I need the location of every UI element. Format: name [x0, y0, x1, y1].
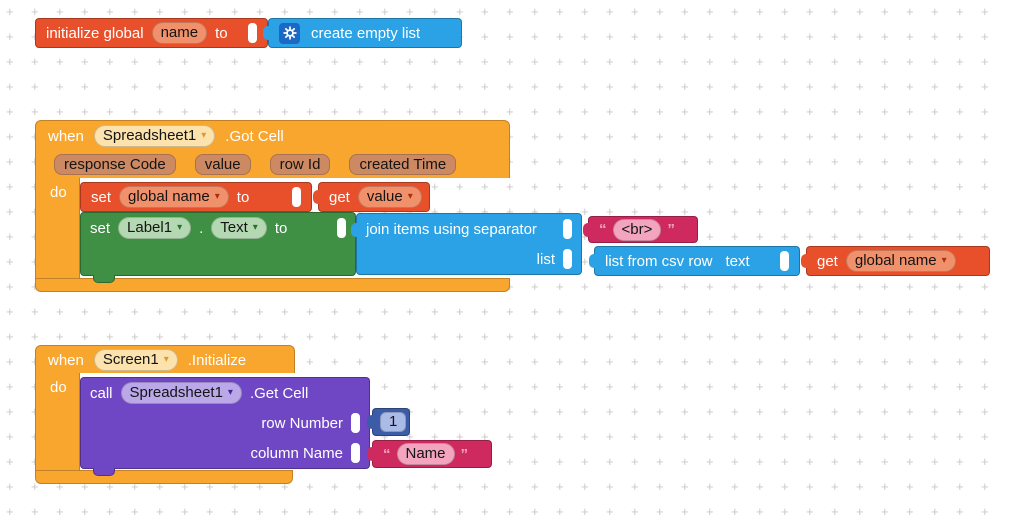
close-quote-label: ” — [460, 445, 469, 463]
when-initialize-block[interactable]: when Screen1 ▾ .Initialize — [35, 345, 295, 373]
column-name-arg-label: column Name — [250, 444, 343, 462]
variable-dropdown[interactable]: value ▾ — [357, 186, 422, 208]
dropdown-arrow-icon: ▾ — [177, 222, 183, 233]
get-value-block[interactable]: get value ▾ — [313, 182, 430, 212]
set-label: set — [91, 188, 112, 206]
statement-tab — [93, 468, 115, 476]
variable-name-field[interactable]: name — [151, 22, 208, 44]
value-socket — [337, 218, 346, 238]
list-from-csv-row-block[interactable]: list from csv row text — [589, 246, 800, 276]
when-label: when — [48, 127, 84, 145]
dropdown-arrow-icon: ▾ — [252, 222, 258, 233]
value-socket — [563, 249, 572, 269]
to-label: to — [215, 24, 228, 42]
when-initialize-bottom-bar[interactable] — [35, 470, 293, 484]
when-got-cell-bottom-bar[interactable] — [35, 278, 510, 292]
value-socket — [248, 23, 257, 43]
when-label: when — [48, 351, 84, 369]
text-input-field[interactable]: <br> — [612, 218, 662, 241]
dropdown-arrow-icon: ▾ — [163, 354, 169, 365]
close-quote-label: ” — [667, 221, 675, 238]
open-quote-label: “ — [599, 221, 607, 238]
get-label: get — [817, 252, 838, 270]
dropdown-arrow-icon: ▾ — [201, 130, 207, 141]
string-block-column-name[interactable]: “ Name ” — [367, 440, 492, 468]
call-label: call — [90, 384, 113, 402]
do-label: do — [50, 379, 67, 396]
when-initialize-do-column[interactable]: do — [35, 373, 80, 470]
event-name-label: .Got Cell — [225, 127, 284, 145]
to-label: to — [274, 219, 288, 237]
mutator-gear-icon[interactable] — [279, 22, 300, 44]
create-empty-list-label: create empty list — [311, 24, 421, 42]
event-param-chip[interactable]: row Id — [269, 153, 331, 175]
to-label: to — [236, 188, 250, 206]
set-global-name-block[interactable]: set global name ▾ to — [80, 182, 312, 212]
component-dropdown[interactable]: Screen1 ▾ — [93, 349, 178, 371]
create-empty-list-block[interactable]: create empty list — [263, 18, 462, 48]
initialize-global-block[interactable]: initialize global name to — [35, 18, 268, 48]
text-input-field[interactable]: Name — [396, 443, 455, 465]
event-param-chip[interactable]: value — [194, 153, 251, 175]
list-arg-label: list — [536, 250, 555, 268]
row-number-arg-label: row Number — [261, 414, 343, 432]
number-block[interactable]: 1 — [367, 408, 410, 436]
open-quote-label: “ — [383, 445, 391, 463]
do-label: do — [50, 184, 67, 201]
get-global-name-block[interactable]: get global name ▾ — [801, 246, 990, 276]
event-name-label: .Initialize — [187, 351, 247, 369]
variable-dropdown[interactable]: global name ▾ — [845, 250, 956, 272]
when-got-cell-block[interactable]: when Spreadsheet1 ▾ .Got Cell response C… — [35, 120, 510, 178]
join-items-block[interactable]: join items using separator list — [351, 213, 582, 275]
join-items-label: join items using separator — [366, 220, 537, 238]
value-socket — [292, 187, 301, 207]
value-socket — [563, 219, 572, 239]
dropdown-arrow-icon: ▾ — [214, 191, 220, 202]
dropdown-arrow-icon: ▾ — [227, 387, 233, 398]
text-arg-label: text — [725, 252, 750, 270]
set-label-text-block[interactable]: set Label1 ▾ . Text ▾ to — [80, 212, 356, 283]
string-block-separator[interactable]: “ <br> ” — [583, 216, 698, 243]
number-input-field[interactable]: 1 — [380, 412, 407, 432]
initialize-global-label: initialize global — [46, 24, 144, 42]
value-socket — [351, 443, 360, 463]
set-label: set — [90, 219, 111, 237]
dropdown-arrow-icon: ▾ — [407, 191, 413, 202]
variable-dropdown[interactable]: global name ▾ — [119, 186, 229, 208]
value-socket — [351, 413, 360, 433]
event-param-chip[interactable]: created Time — [349, 153, 457, 175]
get-label: get — [329, 188, 350, 206]
value-socket — [780, 251, 789, 271]
method-name-label: .Get Cell — [249, 384, 309, 402]
list-from-csv-label: list from csv row — [605, 252, 713, 270]
call-get-cell-block[interactable]: call Spreadsheet1 ▾ .Get Cell row Number… — [80, 377, 370, 476]
statement-tab — [93, 275, 115, 283]
property-dropdown[interactable]: Text ▾ — [211, 217, 267, 239]
event-param-chip[interactable]: response Code — [54, 153, 176, 175]
when-got-cell-do-column[interactable]: do — [35, 178, 80, 278]
component-dropdown[interactable]: Spreadsheet1 ▾ — [120, 382, 242, 404]
dropdown-arrow-icon: ▾ — [941, 255, 947, 266]
component-dropdown[interactable]: Spreadsheet1 ▾ — [93, 125, 216, 147]
component-dropdown[interactable]: Label1 ▾ — [118, 217, 192, 239]
dot-label: . — [199, 219, 204, 237]
